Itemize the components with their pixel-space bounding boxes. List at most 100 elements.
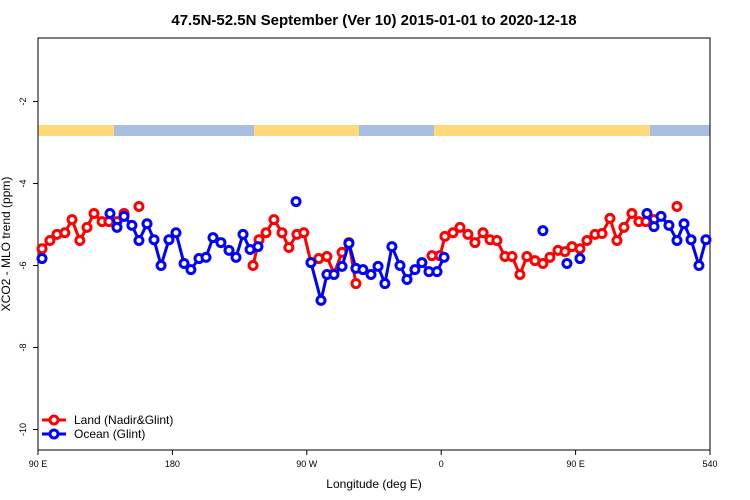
data-point — [469, 237, 481, 249]
data-point — [247, 260, 259, 272]
data-point — [655, 210, 667, 222]
legend-marker — [48, 428, 60, 440]
data-point — [170, 227, 182, 239]
data-point — [409, 264, 421, 276]
data-point — [394, 260, 406, 272]
legend-label: Ocean (Glint) — [74, 427, 145, 441]
y-tick-label: -6 — [18, 262, 28, 270]
data-point — [268, 214, 280, 226]
data-point — [447, 227, 459, 239]
data-point — [462, 228, 474, 240]
data-point — [678, 218, 690, 230]
data-point — [641, 207, 653, 219]
data-point — [700, 234, 712, 246]
land-strip — [434, 125, 650, 136]
data-point — [350, 278, 362, 290]
chart-title: 47.5N-52.5N September (Ver 10) 2015-01-0… — [171, 12, 576, 29]
data-point — [276, 227, 288, 239]
data-point — [537, 257, 549, 269]
data-point — [663, 219, 675, 231]
data-point — [596, 228, 608, 240]
x-tick-label: 90 E — [29, 459, 48, 469]
data-point — [36, 253, 48, 265]
data-point — [133, 200, 145, 212]
data-point — [685, 234, 697, 246]
data-point — [611, 235, 623, 247]
ocean-strip — [114, 125, 254, 136]
data-point — [283, 241, 295, 253]
data-point — [416, 257, 428, 269]
data-point — [44, 235, 56, 247]
data-point — [305, 257, 317, 269]
data-point — [671, 200, 683, 212]
data-point — [574, 243, 586, 255]
data-point — [581, 235, 593, 247]
ocean-strip — [650, 125, 710, 136]
land-strip — [38, 125, 114, 136]
data-point — [252, 241, 264, 253]
x-tick-label: 540 — [702, 459, 717, 469]
data-point — [506, 251, 518, 263]
data-point — [604, 212, 616, 224]
data-point — [379, 278, 391, 290]
data-point — [81, 221, 93, 233]
data-point — [133, 235, 145, 247]
data-point — [521, 251, 533, 263]
data-point — [200, 251, 212, 263]
land-mask-band — [38, 125, 710, 136]
data-point — [626, 207, 638, 219]
x-tick-label: 0 — [439, 459, 444, 469]
ocean-strip — [359, 125, 434, 136]
data-point — [386, 241, 398, 253]
data-point — [574, 253, 586, 265]
data-point — [207, 232, 219, 244]
data-point — [559, 246, 571, 258]
series — [36, 196, 712, 306]
data-point — [36, 243, 48, 255]
data-point — [693, 260, 705, 272]
x-tick-label: 90 E — [566, 459, 585, 469]
x-tick-label: 180 — [165, 459, 180, 469]
y-tick-label: -10 — [18, 423, 28, 436]
data-point — [298, 227, 310, 239]
data-point — [111, 221, 123, 233]
data-point — [74, 235, 86, 247]
data-point — [343, 237, 355, 249]
legend: Land (Nadir&Glint)Ocean (Glint) — [42, 413, 173, 441]
data-point — [163, 234, 175, 246]
data-point — [141, 218, 153, 230]
data-point — [88, 207, 100, 219]
data-point — [438, 251, 450, 263]
data-point — [315, 294, 327, 306]
data-point — [59, 227, 71, 239]
data-point — [260, 227, 272, 239]
data-point — [237, 228, 249, 240]
x-axis-label: Longitude (deg E) — [326, 477, 421, 491]
data-point — [126, 219, 138, 231]
data-point — [148, 234, 160, 246]
y-tick-label: -8 — [18, 344, 28, 352]
data-point — [618, 221, 630, 233]
y-axis-label: XCO2 - MLO trend (ppm) — [0, 177, 13, 312]
data-point — [477, 227, 489, 239]
data-point — [118, 210, 130, 222]
data-point — [544, 251, 556, 263]
x-tick-label: 90 W — [296, 459, 318, 469]
data-point — [401, 273, 413, 285]
data-point — [223, 244, 235, 256]
plot-frame — [37, 37, 711, 451]
data-point — [357, 264, 369, 276]
data-point — [365, 269, 377, 281]
data-point — [537, 225, 549, 237]
data-point — [215, 237, 227, 249]
legend-label: Land (Nadir&Glint) — [74, 413, 173, 427]
data-point — [290, 196, 302, 208]
series — [36, 200, 683, 290]
data-point — [104, 207, 116, 219]
land-strip — [254, 125, 359, 136]
data-point — [155, 260, 167, 272]
data-point — [66, 214, 78, 226]
data-point — [648, 221, 660, 233]
data-point — [336, 260, 348, 272]
